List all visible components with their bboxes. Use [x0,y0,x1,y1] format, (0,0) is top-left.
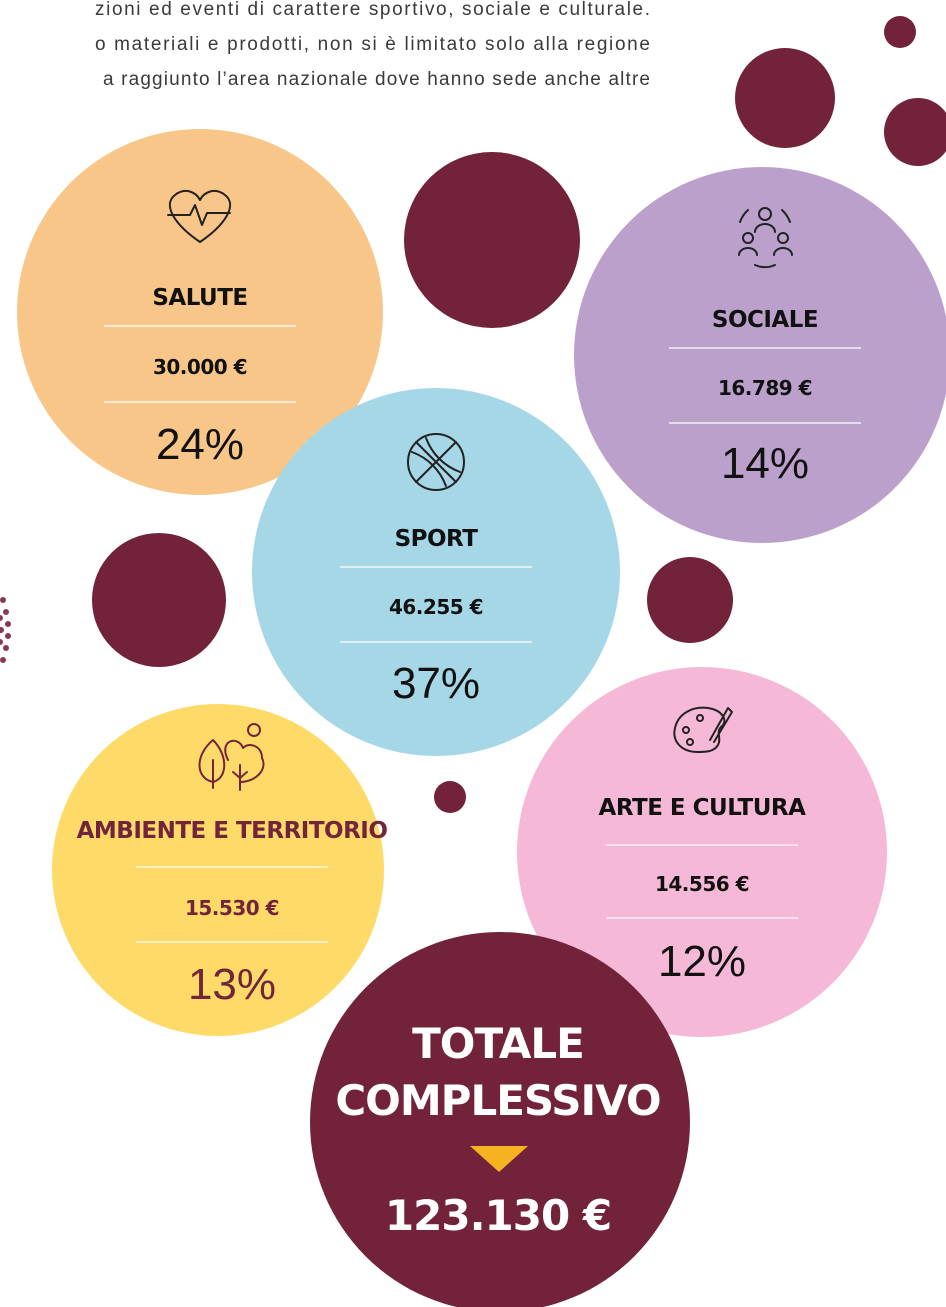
category-name: ARTE E CULTURA [599,795,807,821]
category-amount: 30.000 € [153,355,247,379]
category-percent: 12% [658,937,746,986]
category-percent: 14% [721,439,809,488]
total-bubble: TOTALE COMPLESSIVO 123.130 € [310,932,690,1307]
category-percent: 37% [392,659,480,708]
decor-dots [0,16,946,813]
category-name: SALUTE [152,285,247,311]
sport-bubble: SPORT 46.255 € 37% [252,388,620,756]
total-title: TOTALE [412,1019,584,1068]
category-amount: 46.255 € [389,595,483,619]
intro-line: a raggiunto l’area nazionale dove hanno … [103,69,650,90]
intro-line: o materiali e prodotti, non si è limitat… [95,34,650,55]
category-name: SOCIALE [712,307,818,333]
category-name: SPORT [395,526,479,552]
category-percent: 13% [188,960,276,1009]
arrow [470,1146,528,1172]
total-amount: 123.130 € [385,1191,611,1240]
sociale-bubble: SOCIALE 16.789 € 14% [574,167,946,543]
category-amount: 14.556 € [655,872,749,896]
total-title: COMPLESSIVO [335,1076,660,1125]
category-amount: 15.530 € [185,896,279,920]
category-amount: 16.789 € [718,376,812,400]
arte-bubble: ARTE E CULTURA 14.556 € 12% [517,667,887,1037]
ambiente-bubble: AMBIENTE E TERRITORIO 15.530 € 13% [52,704,388,1036]
salute-bubble: SALUTE 30.000 € 24% [17,129,383,495]
category-percent: 24% [156,420,244,469]
category-name: AMBIENTE E TERRITORIO [77,818,388,844]
intro-line: zioni ed eventi di carattere sportivo, s… [95,0,650,20]
